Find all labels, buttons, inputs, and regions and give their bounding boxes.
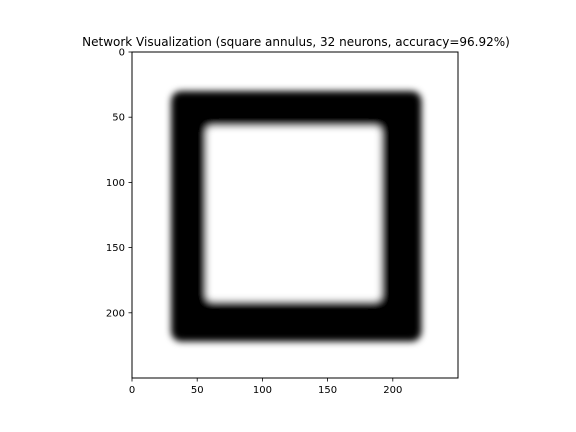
x-tick-label: 0 — [129, 385, 135, 396]
chart-title: Network Visualization (square annulus, 3… — [82, 35, 510, 49]
x-tick-label: 100 — [253, 385, 272, 396]
x-tick-label: 50 — [191, 385, 204, 396]
y-tick-label: 200 — [106, 308, 125, 319]
y-axis: 0 50 100 150 200 — [106, 48, 132, 319]
x-tick-label: 200 — [383, 385, 402, 396]
y-tick-label: 150 — [106, 243, 125, 254]
plot-frame — [131, 51, 459, 379]
y-tick-label: 50 — [112, 113, 125, 124]
x-axis: 0 50 100 150 200 — [129, 378, 402, 396]
annulus-inner-hole — [206, 126, 382, 302]
x-tick-label: 150 — [318, 385, 337, 396]
heatmap-image — [171, 91, 422, 342]
y-tick-label: 100 — [106, 178, 125, 189]
y-tick-label: 0 — [119, 48, 125, 59]
